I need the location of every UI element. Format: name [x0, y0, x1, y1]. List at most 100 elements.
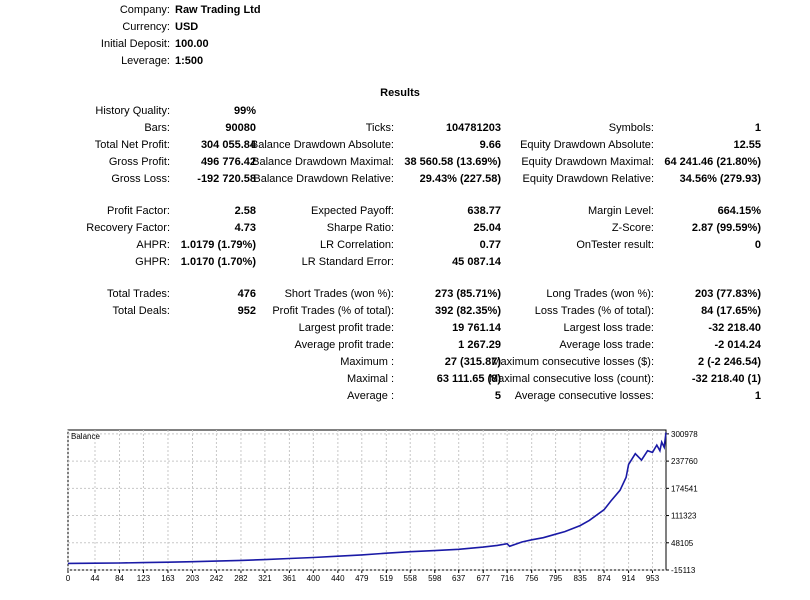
plot-frame [67, 429, 667, 571]
stat-label: Z-Score: [611, 222, 654, 234]
stat-label: Loss Trades (% of total): [534, 305, 654, 317]
stat-label: Short Trades (won %): [284, 288, 394, 300]
x-tick-label: 479 [355, 574, 369, 583]
stat-value: 476 [237, 288, 256, 300]
x-tick-label: 953 [646, 574, 660, 583]
stat-value: 203 (77.83%) [694, 288, 761, 300]
balance-chart-svg: 0 44 84 123 163 203 242 282 321 361 400 440 479 519 55… [66, 429, 698, 583]
y-tick-label: 48105 [671, 539, 694, 548]
stat-label: Average consecutive losses: [514, 390, 654, 402]
stat-label: OnTester result: [576, 239, 654, 251]
stat-label: Profit Factor: [107, 205, 170, 217]
stat-label: LR Standard Error: [301, 256, 394, 268]
stat-value: 5 [494, 390, 501, 402]
stat-value: 34.56% (279.93) [679, 173, 761, 185]
stat-value: -32 218.40 [708, 322, 761, 334]
stat-value: 9.66 [479, 139, 501, 151]
stat-label: Symbols: [608, 122, 654, 134]
stat-label: LR Correlation: [320, 239, 394, 251]
stat-value: 84 (17.65%) [701, 305, 761, 317]
stat-label: Average loss trade: [559, 339, 654, 351]
stat-value: 90080 [225, 122, 256, 134]
x-tick-label: 321 [258, 574, 272, 583]
company-label: Company: [119, 4, 170, 16]
x-tick-label: 756 [525, 574, 539, 583]
stat-value: 29.43% (227.58) [419, 173, 501, 185]
stat-value: 2.87 (99.59%) [691, 222, 761, 234]
x-tick-label: 795 [549, 574, 563, 583]
initial-deposit-label: Initial Deposit: [100, 38, 170, 50]
stat-value: 1 [754, 390, 761, 402]
stat-label: Maximum consecutive losses ($): [491, 356, 654, 368]
stat-value: 1.0179 (1.79%) [180, 239, 256, 251]
stat-label: Gross Profit: [108, 156, 170, 168]
y-tick-label: 237760 [671, 457, 698, 466]
stat-value: 638.77 [467, 205, 501, 217]
stat-label: Maximum : [340, 356, 394, 368]
stat-value: 27 (315.87) [444, 356, 501, 368]
y-tick-label: 111323 [671, 512, 697, 521]
stat-label: Margin Level: [587, 205, 654, 217]
x-tick-label: 716 [500, 574, 514, 583]
x-tick-label: 163 [161, 574, 175, 583]
stat-value: 952 [237, 305, 256, 317]
x-tick-label: 519 [380, 574, 394, 583]
y-tick-label: 300978 [671, 430, 698, 439]
stat-value: 273 (85.71%) [434, 288, 501, 300]
stat-value: 0 [754, 239, 761, 251]
stat-label: Ticks: [365, 122, 394, 134]
stat-label: Maximal : [346, 373, 394, 385]
stat-label: Total Trades: [107, 288, 170, 300]
stat-label: Expected Payoff: [311, 205, 394, 217]
leverage-value: 1:500 [175, 55, 204, 67]
balance-chart: 0 44 84 123 163 203 242 282 321 361 400 440 479 519 55… [66, 428, 704, 584]
leverage-label: Leverage: [121, 55, 170, 67]
stat-label: Balance Drawdown Absolute: [250, 139, 394, 151]
stat-label: Total Deals: [112, 305, 170, 317]
x-tick-label: 835 [573, 574, 587, 583]
results-title: Results [380, 87, 420, 99]
stat-value: 664.15% [717, 205, 761, 217]
stat-label: Maximal consecutive loss (count): [488, 373, 654, 385]
x-tick-label: 637 [452, 574, 466, 583]
stat-value: 63 111.65 (8) [436, 373, 501, 385]
x-tick-label: 598 [428, 574, 442, 583]
x-tick-label: 282 [234, 574, 248, 583]
stat-value: -192 720.58 [197, 173, 256, 185]
currency-value: USD [175, 21, 199, 33]
stat-label: History Quality: [95, 105, 170, 117]
stat-value: 19 761.14 [452, 322, 501, 334]
stat-value: 99% [233, 105, 256, 117]
x-tick-label: 203 [186, 574, 200, 583]
stat-value: 12.55 [733, 139, 761, 151]
x-tick-label: 440 [331, 574, 345, 583]
x-tick-label: 400 [307, 574, 321, 583]
stat-value: 2 (-2 246.54) [698, 356, 761, 368]
x-tick-label: 677 [477, 574, 491, 583]
x-tick-label: 44 [91, 574, 100, 583]
stat-label: Average : [347, 390, 394, 402]
stat-label: Balance Drawdown Relative: [253, 173, 394, 185]
stat-label: Long Trades (won %): [546, 288, 654, 300]
stat-value: -2 014.24 [714, 339, 761, 351]
stat-value: 392 (82.35%) [434, 305, 501, 317]
stat-label: GHPR: [135, 256, 170, 268]
stat-label: Largest loss trade: [563, 322, 655, 334]
stat-value: 2.58 [234, 205, 256, 217]
stat-label: Equity Drawdown Maximal: [521, 156, 654, 168]
stat-label: Bars: [144, 122, 170, 134]
x-tick-label: 361 [283, 574, 297, 583]
x-tick-label: 0 [66, 574, 71, 583]
stat-value: 38 560.58 (13.69%) [404, 156, 501, 168]
company-value: Raw Trading Ltd [175, 4, 261, 16]
stat-value: -32 218.40 (1) [691, 373, 761, 385]
x-tick-label: 123 [137, 574, 151, 583]
stat-label: Balance Drawdown Maximal: [252, 156, 394, 168]
stat-value: 64 241.46 (21.80%) [664, 156, 761, 168]
stat-value: 104781203 [445, 122, 501, 134]
x-tick-label: 874 [597, 574, 611, 583]
chart-title: Balance [71, 432, 100, 441]
x-tick-label: 558 [404, 574, 418, 583]
stat-value: 1 [754, 122, 761, 134]
stat-value: 0.77 [479, 239, 501, 251]
